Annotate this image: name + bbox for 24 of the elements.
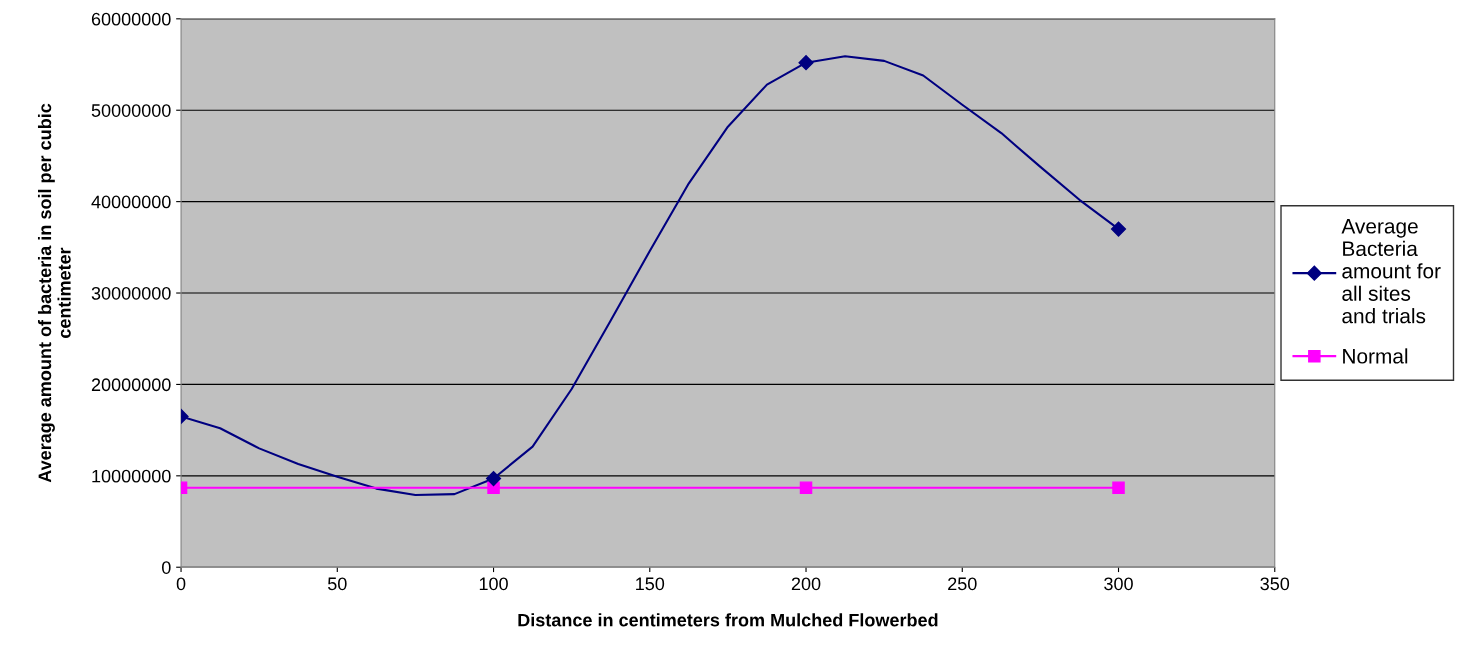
x-axis-title: Distance in centimeters from Mulched Flowerbed	[518, 613, 938, 627]
point	[1110, 221, 1127, 237]
y-tick-label: 20000000	[91, 378, 171, 392]
x-tick-label: 300	[1104, 577, 1133, 591]
point	[1112, 481, 1125, 494]
x-tick-label: 200	[791, 577, 821, 591]
legend-label: Normal	[1343, 348, 1408, 364]
y-tick-label: 60000000	[91, 12, 171, 26]
y-tick-label: 30000000	[91, 286, 171, 300]
legend-label: Average Bacteria amount for all sites and trials	[1341, 219, 1441, 324]
x-tick-label: 250	[948, 577, 977, 591]
point	[799, 481, 813, 494]
x-tick-label: 50	[327, 577, 347, 591]
point	[485, 470, 502, 487]
y-tick-label: 0	[161, 561, 171, 574]
x-tick-label: 100	[479, 577, 508, 591]
point	[798, 55, 814, 71]
x-tick-label: 0	[176, 577, 186, 591]
y-tick-label: 50000000	[91, 104, 171, 117]
y-tick-label: 40000000	[91, 195, 171, 209]
y-tick-label: 10000000	[92, 469, 171, 483]
x-tick-label: 150	[636, 577, 665, 591]
x-tick-label: 350	[1260, 577, 1290, 591]
y-axis-title: Average amount of bacteria in soil per cubic centimeter	[37, 103, 71, 483]
